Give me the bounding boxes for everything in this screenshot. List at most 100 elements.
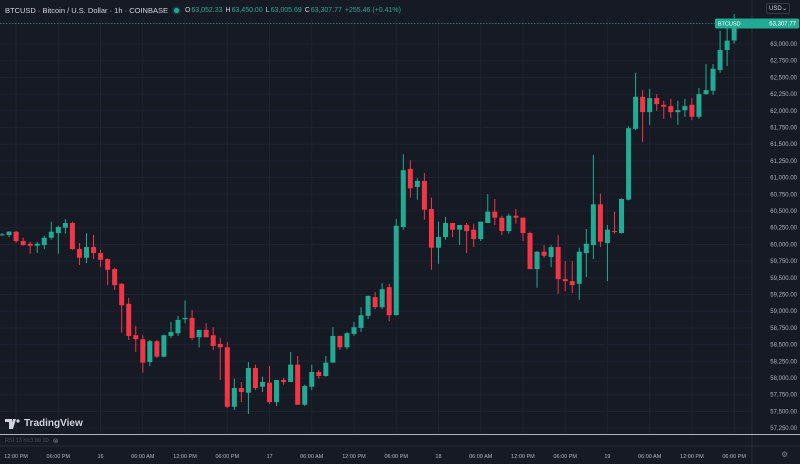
time-axis-label: 06:00 PM: [384, 454, 408, 460]
candle-body-down: [661, 104, 667, 107]
candle-body-down: [450, 223, 456, 230]
price-axis-label: 62,000.00: [770, 109, 797, 115]
high-value: 63,450.00: [231, 6, 263, 14]
candle-body-down: [541, 251, 547, 256]
candle-body-down: [316, 371, 322, 376]
time-axis-label: 12:00 PM: [173, 454, 197, 460]
candle-body-up: [182, 317, 188, 320]
candle-body-down: [76, 249, 82, 258]
candle-body-down: [105, 259, 111, 270]
candle-body-down: [210, 335, 216, 346]
candle-body-up: [710, 68, 716, 91]
candle-body-down: [20, 241, 26, 246]
candle-body-down: [140, 339, 146, 363]
time-axis-label: 12:00 PM: [511, 454, 535, 460]
candle-body-down: [499, 217, 505, 232]
currency-select[interactable]: USD ⌄: [766, 3, 790, 14]
candle-body-up: [302, 386, 308, 405]
price-tag: [715, 18, 799, 29]
candle-body-up: [147, 341, 153, 362]
candle-body-up: [506, 215, 512, 232]
hidden-eye-icon[interactable]: ⊗: [52, 438, 59, 445]
price-axis-label: 58,250.00: [770, 359, 797, 365]
candle-body-up: [351, 327, 357, 334]
candle-body-down: [562, 279, 568, 282]
candle-body-up: [83, 247, 89, 258]
candle-body-up: [457, 225, 463, 230]
price-axis-label: 59,250.00: [770, 293, 797, 299]
price-axis-label: 59,000.00: [770, 309, 797, 315]
candle-body-up: [161, 335, 167, 357]
candle-body-up: [583, 243, 589, 254]
indicator-legend[interactable]: RSI 13 hlc3 80 20 ⊗: [5, 437, 59, 445]
time-axis-label: 12:00 PM: [342, 454, 366, 460]
candle-body-down: [337, 335, 343, 348]
candle-body-down: [611, 231, 617, 233]
low-value: 63,005.69: [270, 6, 302, 14]
time-axis-label: 06:00 AM: [469, 454, 493, 460]
time-axis-label: 18: [435, 454, 441, 460]
price-axis-label: 60,250.00: [770, 226, 797, 232]
time-axis-label: 06:00 AM: [638, 454, 662, 460]
candle-body-up: [682, 106, 688, 111]
candle-body-down: [668, 106, 674, 113]
time-axis-label: 06:00 AM: [300, 454, 324, 460]
time-axis-label: 06:00 PM: [47, 454, 71, 460]
price-axis-label: 59,750.00: [770, 259, 797, 265]
candle-body-down: [640, 96, 646, 113]
candle-body-up: [675, 110, 681, 113]
candle-body-down: [464, 225, 470, 232]
market-status-dot: [173, 7, 179, 13]
candle-body-down: [386, 287, 392, 316]
candle-body-down: [654, 98, 660, 105]
price-axis-label: 62,500.00: [770, 75, 797, 81]
candle-body-down: [69, 223, 75, 250]
time-axis-label: 06:00 PM: [216, 454, 240, 460]
candle-body-up: [619, 198, 625, 234]
open-label: O: [184, 6, 191, 14]
candle-body-down: [238, 388, 244, 393]
candle-body-up: [703, 90, 709, 95]
price-axis-label: 57,750.00: [770, 393, 797, 399]
candle-body-up: [358, 315, 364, 328]
candle-body-up: [323, 362, 329, 376]
candle-body-up: [724, 40, 730, 51]
candle-body-down: [281, 380, 287, 383]
candle-body-up: [0, 234, 5, 236]
candle-body-down: [98, 253, 104, 260]
candle-body-up: [344, 333, 350, 348]
price-axis-label: 61,250.00: [770, 159, 797, 165]
candle-body-down: [119, 283, 125, 306]
candle-body-up: [196, 329, 202, 338]
candle-body-down: [492, 211, 498, 218]
price-axis-label: 60,750.00: [770, 192, 797, 198]
tradingview-logo-icon: [5, 418, 20, 429]
candle-body-down: [407, 168, 413, 189]
candle-body-up: [393, 225, 399, 316]
time-axis-label: 06:00 PM: [553, 454, 577, 460]
candle-body-up: [379, 289, 385, 308]
logo-text: TradingView: [24, 418, 83, 429]
candle-body-up: [274, 380, 280, 403]
candle-body-down: [154, 341, 160, 357]
candle-body-down: [569, 281, 575, 286]
change-value: +255.46 (+0.41%): [344, 6, 401, 14]
time-axis-label: 06:00 PM: [722, 454, 746, 460]
candle-body-down: [372, 297, 378, 308]
candle-body-up: [717, 50, 723, 71]
price-axis-label: 61,750.00: [770, 126, 797, 132]
candle-body-up: [309, 371, 315, 387]
candle-body-up: [365, 295, 371, 316]
candle-body-down: [471, 229, 477, 240]
tradingview-logo[interactable]: TradingView: [5, 418, 83, 429]
candle-body-up: [34, 243, 40, 246]
candle-body-up: [41, 237, 47, 246]
settings-icon[interactable]: ⚙: [781, 450, 789, 459]
low-label: L: [265, 6, 270, 14]
candle-body-up: [548, 247, 554, 258]
time-axis-label: 16: [97, 454, 103, 460]
symbol-title[interactable]: BTCUSD · Bitcoin / U.S. Dollar · 1h · CO…: [5, 5, 168, 15]
candle-body-down: [91, 247, 97, 254]
candle-body-down: [13, 231, 19, 242]
